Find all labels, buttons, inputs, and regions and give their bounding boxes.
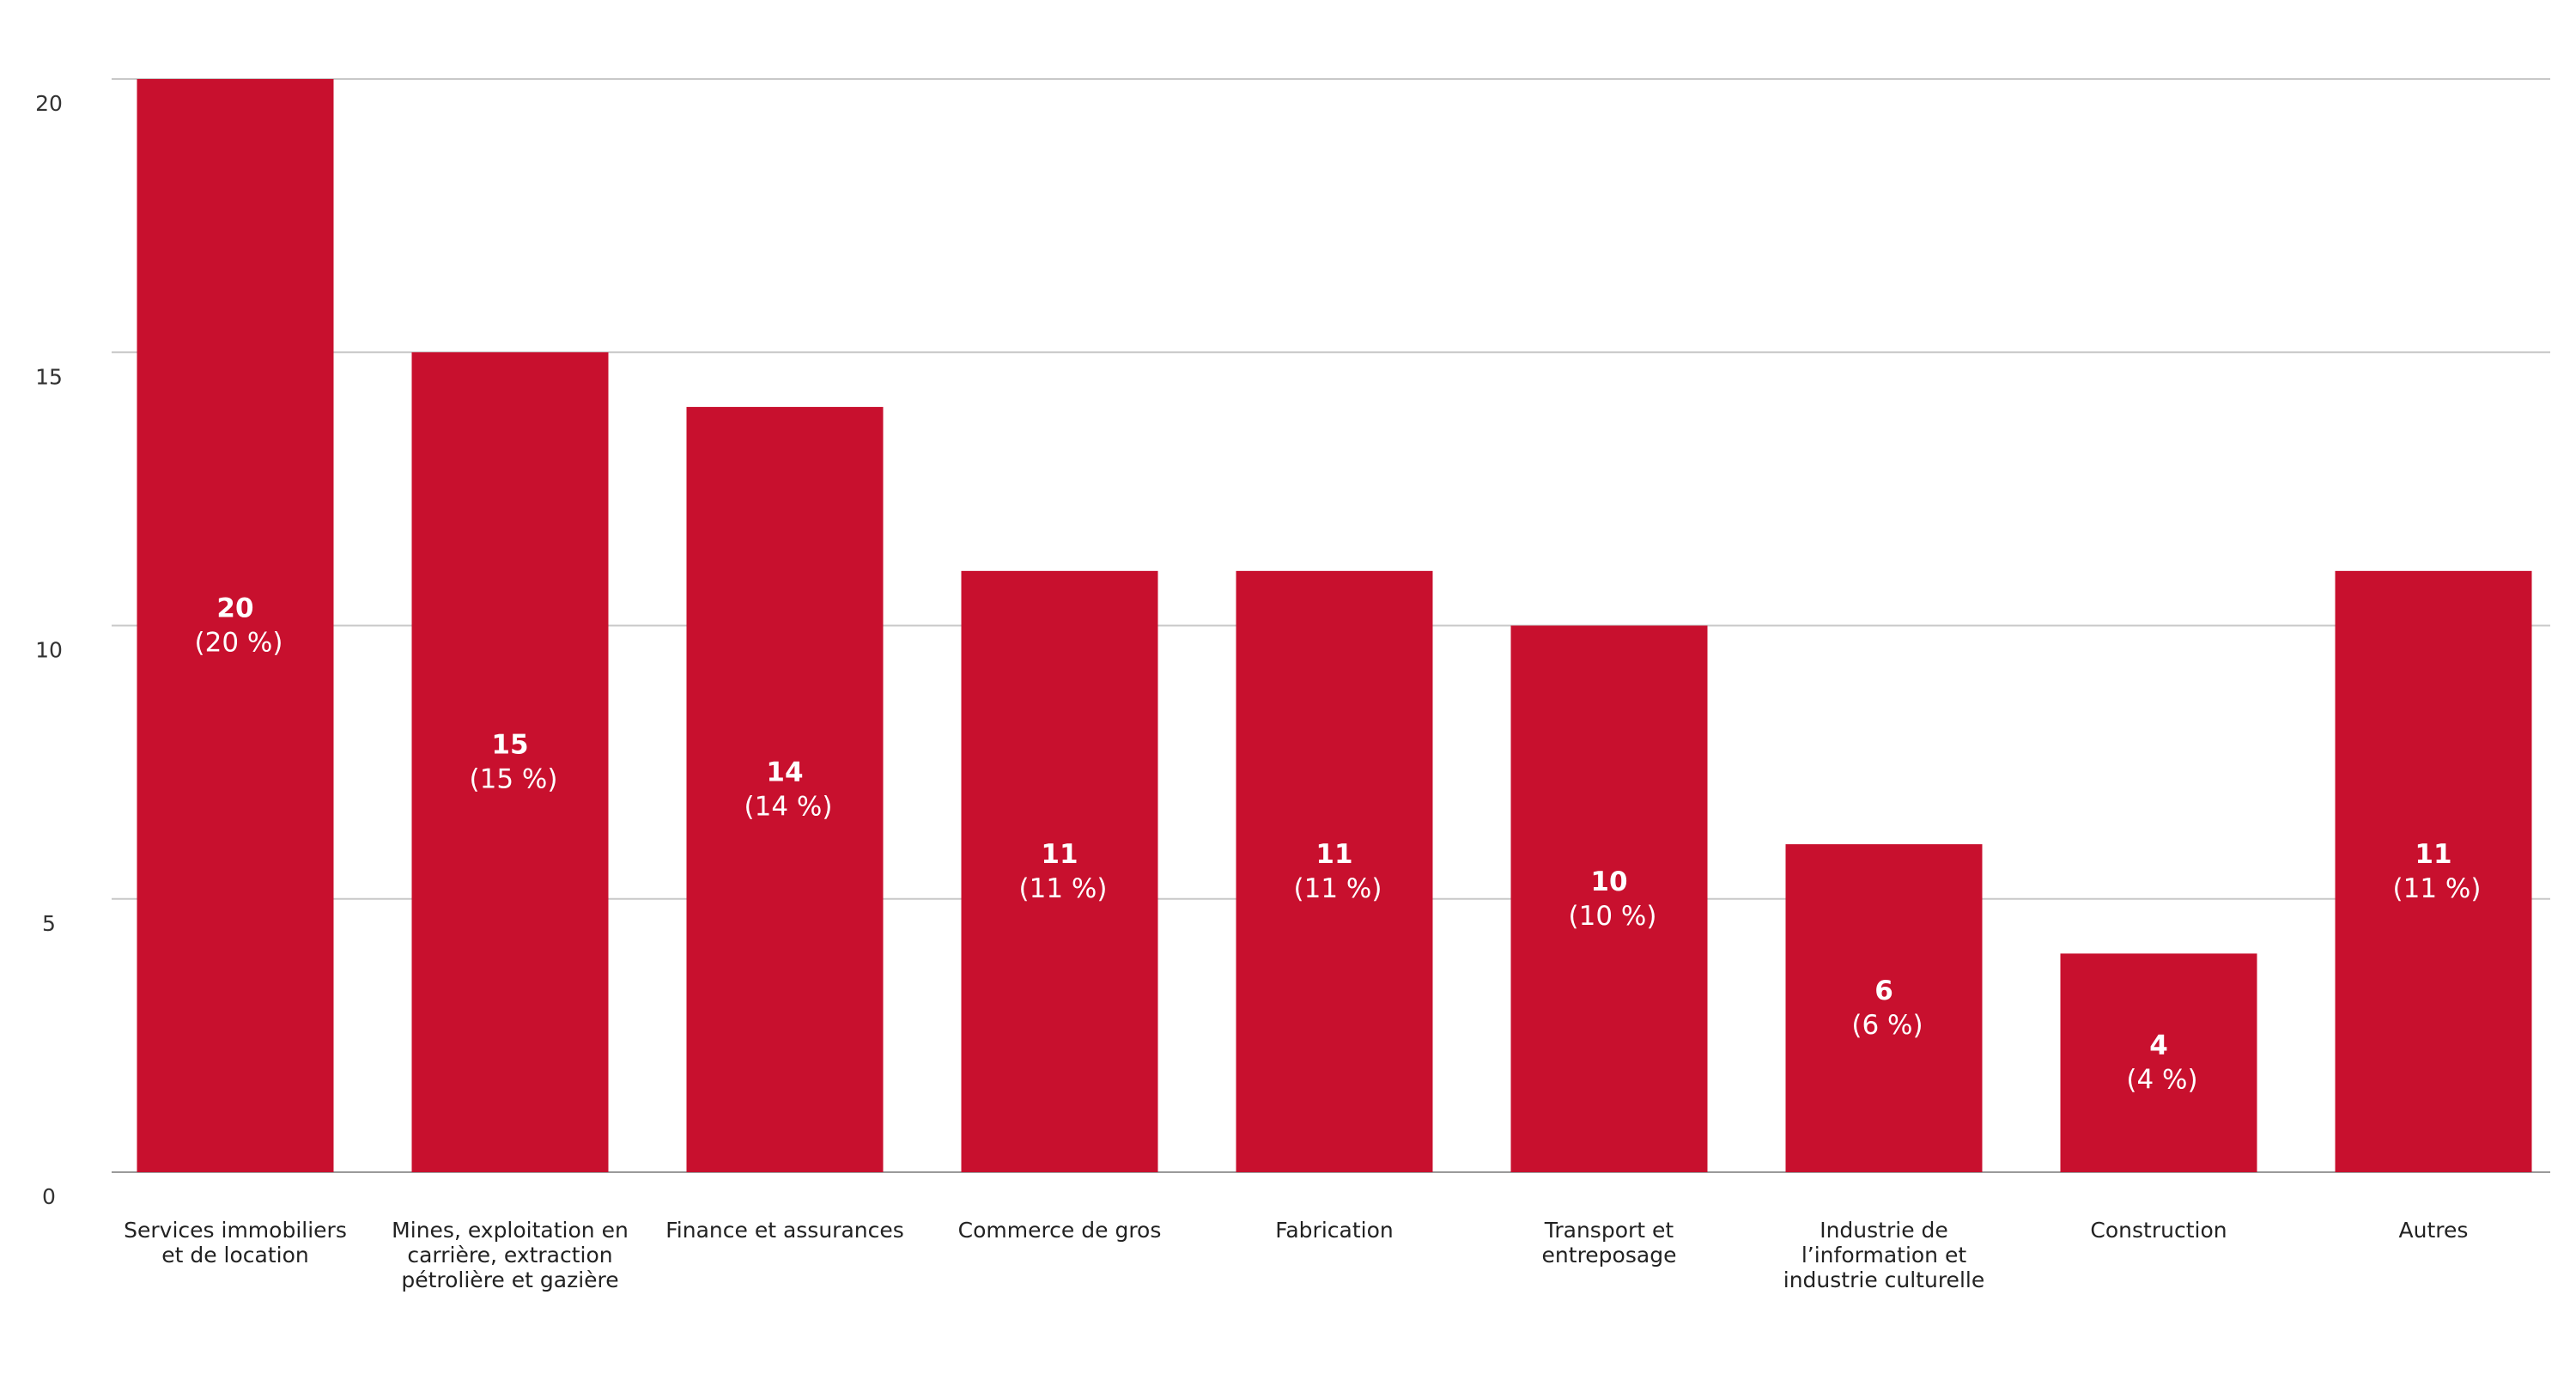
bar-percent-label: (15 %) [470,764,558,795]
category-label: Autres [2399,1218,2469,1243]
category-label-line: Services immobiliers [124,1218,347,1243]
y-tick-label: 0 [42,1184,56,1209]
bar-value-label: 11 [1315,839,1352,870]
x-axis-categories: Services immobiliers et de location Mines,… [124,1218,2468,1292]
category-label-line: entreposage [1542,1243,1677,1267]
category-label-line: industrie culturelle [1783,1267,1984,1292]
category-label-line: et de location [161,1243,309,1267]
y-tick-label: 20 [35,91,63,116]
bar-percent-label: (14 %) [744,791,833,822]
category-label-line: Mines, exploitation en [392,1218,629,1243]
y-tick-label: 5 [42,911,56,936]
bar [961,570,1158,1172]
y-axis-ticks: 0 5 10 15 20 [35,91,63,1209]
category-label: Mines, exploitation en carrière, extracti… [392,1218,629,1292]
category-label: Transport et entreposage [1542,1218,1677,1267]
category-label-line: Construction [2090,1218,2227,1243]
category-label: Industrie de l’information et industrie cu… [1783,1218,1984,1292]
bar-percent-label: (11 %) [1019,873,1108,904]
bar-percent-label: (11 %) [1294,873,1382,904]
category-label: Construction [2090,1218,2227,1243]
bar [1236,570,1433,1172]
category-label: Commerce de gros [958,1218,1162,1243]
bar [411,352,609,1172]
category-label-line: Industrie de [1820,1218,1948,1243]
category-label-line: Fabrication [1275,1218,1393,1243]
y-tick-label: 15 [35,364,63,389]
bar [1510,625,1708,1172]
bar-percent-label: (6 %) [1851,1010,1923,1041]
bar-percent-label: (10 %) [1569,901,1657,932]
category-label-line: carrière, extraction [407,1243,612,1267]
bar [2060,953,2257,1172]
bar-value-label: 14 [766,757,803,787]
bar-value-label: 20 [216,593,253,624]
bar [1785,844,1983,1172]
category-label: Fabrication [1275,1218,1393,1243]
bar-value-label: 11 [1041,839,1078,870]
bar-percent-label: (11 %) [2393,873,2482,904]
category-label-line: Commerce de gros [958,1218,1162,1243]
bar-value-label: 10 [1590,866,1627,897]
y-tick-label: 10 [35,638,63,663]
category-label-line: l’information et [1801,1243,1967,1267]
bar [2335,570,2532,1172]
bar-percent-label: (20 %) [195,628,283,659]
category-label-line: Autres [2399,1218,2469,1243]
bar-value-label: 11 [2415,839,2451,870]
bar-percent-label: (4 %) [2126,1065,2197,1096]
bar [137,79,334,1172]
bars [137,79,2532,1172]
category-label-line: pétrolière et gazière [401,1267,618,1292]
category-label: Finance et assurances [665,1218,904,1243]
category-label-line: Finance et assurances [665,1218,904,1243]
bar-value-label: 4 [2149,1030,2168,1061]
category-label-line: Transport et [1544,1218,1674,1243]
bar [686,406,884,1172]
category-label: Services immobiliers et de location [124,1218,347,1267]
bar-value-label: 15 [491,730,528,761]
bar-labels: 20(20 %)15(15 %) 14(14 %)11(11 %)11(11 %)… [195,593,2482,1096]
bar-value-label: 6 [1874,976,1893,1006]
